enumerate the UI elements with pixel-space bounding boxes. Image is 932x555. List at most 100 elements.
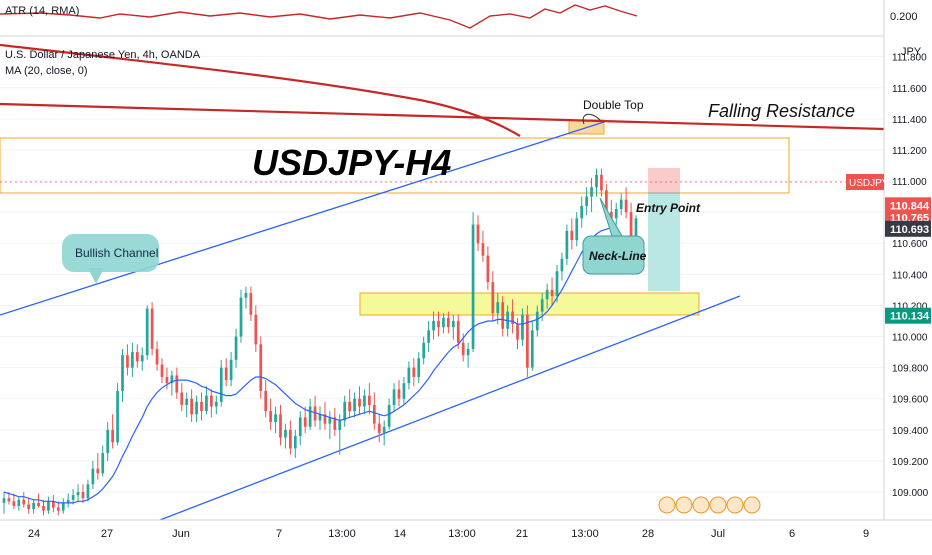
- candle-body: [323, 414, 327, 424]
- event-icon[interactable]: [692, 496, 710, 514]
- candle-body: [81, 492, 85, 499]
- price-tick-label: 110.200: [892, 301, 928, 312]
- candle-body: [550, 289, 554, 297]
- candle-body: [353, 398, 356, 412]
- candle-body: [106, 429, 110, 454]
- candle-body: [466, 348, 470, 356]
- candle-body: [284, 429, 287, 438]
- candle-body: [486, 255, 490, 283]
- event-icon[interactable]: [726, 496, 744, 514]
- candle-body: [71, 495, 75, 500]
- candle-body: [42, 506, 45, 511]
- candle-body: [358, 398, 361, 407]
- candle-body: [145, 308, 149, 356]
- candle-body: [91, 468, 95, 485]
- candle-body: [545, 289, 549, 300]
- candle-body: [511, 311, 514, 325]
- bullish-channel-label: Bullish Channel: [75, 246, 158, 260]
- candle-body: [229, 359, 233, 381]
- candle-body: [200, 401, 203, 412]
- time-tick-label: 9: [863, 528, 869, 540]
- candle-body: [150, 308, 154, 349]
- candle-body: [535, 311, 539, 331]
- candle-body: [66, 499, 70, 503]
- price-tick-label: 111.800: [892, 53, 927, 64]
- candle-body: [264, 390, 268, 412]
- price-tag: 110.693: [890, 224, 929, 236]
- bullish-channel-callout: [62, 234, 159, 272]
- candle-body: [303, 417, 307, 427]
- time-tick-label: 13:00: [448, 528, 476, 540]
- candle-body: [274, 414, 277, 423]
- time-tick-label: 28: [642, 528, 654, 540]
- candle-body: [516, 324, 519, 340]
- candle-body: [481, 243, 485, 256]
- ma-legend[interactable]: MA (20, close, 0): [5, 65, 88, 77]
- candle-body: [17, 499, 21, 507]
- candle-body: [86, 484, 90, 499]
- candle-body: [155, 348, 159, 365]
- price-tick-label: 110.600: [892, 239, 928, 250]
- event-icon[interactable]: [658, 496, 676, 514]
- candle-body: [363, 395, 366, 407]
- price-tag: 110.134: [890, 311, 930, 323]
- candle-body: [392, 389, 396, 405]
- ma-20-line: [3, 224, 617, 504]
- candle-body: [555, 271, 559, 297]
- candle-body: [61, 502, 65, 511]
- candle-body: [135, 352, 139, 362]
- channel-upper-line: [0, 121, 605, 316]
- candle-body: [456, 320, 460, 343]
- symbol-legend[interactable]: U.S. Dollar / Japanese Yen, 4h, OANDA: [5, 49, 201, 61]
- candle-body: [293, 436, 297, 449]
- economic-events[interactable]: [658, 496, 761, 514]
- candle-body: [195, 401, 198, 415]
- time-tick-label: 7: [276, 528, 282, 540]
- channel-lower-line: [159, 295, 741, 521]
- candle-body: [27, 504, 31, 510]
- ma-long-curve: [0, 43, 521, 137]
- candle-body: [279, 414, 282, 438]
- candle-body: [427, 330, 430, 343]
- price-tick-label: 109.200: [892, 457, 929, 468]
- candle-body: [101, 453, 105, 474]
- candle-body: [377, 423, 381, 433]
- price-tag-bg: [885, 220, 931, 237]
- candle-body: [52, 501, 55, 508]
- candle-body: [609, 212, 613, 219]
- candle-body: [600, 174, 603, 191]
- candle-body: [442, 317, 445, 328]
- candle-body: [397, 389, 401, 399]
- candle-body: [308, 406, 312, 427]
- event-icon[interactable]: [675, 496, 693, 514]
- time-tick-label: Jul: [711, 528, 725, 540]
- candle-body: [580, 205, 584, 219]
- candle-body: [540, 299, 544, 312]
- price-tick-label: 111.400: [892, 115, 927, 126]
- candle-body: [491, 282, 495, 314]
- candle-body: [131, 352, 134, 368]
- candle-body: [140, 355, 144, 362]
- candle-body: [12, 501, 16, 507]
- symbol-tag-bg: [846, 174, 884, 190]
- price-tick-label: 111.000: [892, 177, 927, 188]
- price-tick-label: 111.200: [892, 146, 927, 157]
- time-axis[interactable]: 24 27 Jun 7 13:00 14 13:00 21 13:00 28 Jul 6 9: [0, 519, 932, 540]
- candle-body: [224, 367, 228, 381]
- atr-legend[interactable]: ATR (14, RMA): [5, 5, 80, 17]
- price-axis[interactable]: 0.200 JPY 111.800 111.600 111.400 111.200 11…: [883, 0, 931, 520]
- candle-body: [407, 367, 411, 384]
- candle-body: [585, 196, 588, 206]
- neck-line-callout: [582, 235, 645, 275]
- event-icon[interactable]: [709, 496, 727, 514]
- candle-body: [575, 218, 579, 241]
- time-tick-label: 13:00: [328, 528, 356, 540]
- candle-body: [318, 414, 322, 421]
- candle-body: [343, 401, 347, 421]
- candle-body: [590, 187, 593, 197]
- candle-body: [205, 395, 208, 412]
- event-icon[interactable]: [743, 496, 761, 514]
- candle-body: [190, 398, 193, 415]
